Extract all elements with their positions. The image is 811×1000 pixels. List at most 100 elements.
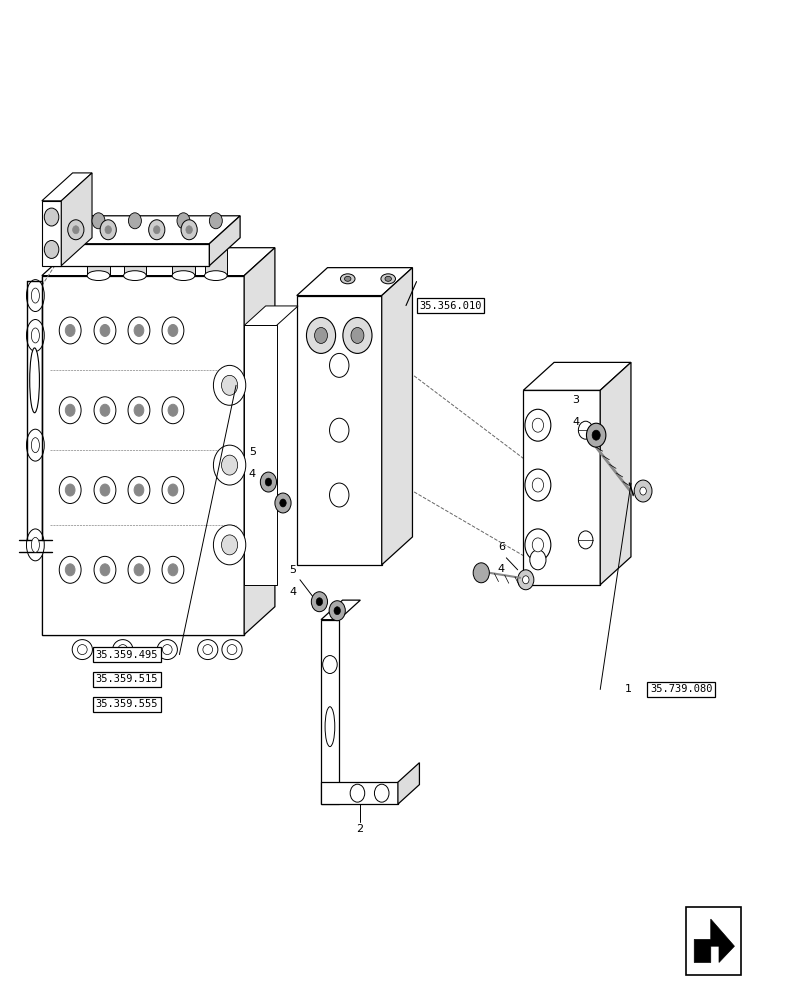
Polygon shape xyxy=(244,306,298,325)
Circle shape xyxy=(350,327,363,343)
Circle shape xyxy=(524,409,550,441)
Ellipse shape xyxy=(127,256,143,266)
Circle shape xyxy=(524,529,550,561)
Circle shape xyxy=(100,404,109,416)
Circle shape xyxy=(517,570,533,590)
Bar xyxy=(320,782,397,804)
Circle shape xyxy=(65,324,75,336)
Circle shape xyxy=(168,484,178,496)
Text: 2: 2 xyxy=(356,824,363,834)
Ellipse shape xyxy=(72,640,92,660)
Circle shape xyxy=(148,220,165,240)
Ellipse shape xyxy=(27,429,45,461)
Circle shape xyxy=(639,487,646,495)
Circle shape xyxy=(280,499,286,507)
Circle shape xyxy=(162,477,183,503)
Circle shape xyxy=(314,327,327,343)
Ellipse shape xyxy=(87,271,109,281)
Text: 3: 3 xyxy=(572,395,579,405)
Circle shape xyxy=(100,484,109,496)
Circle shape xyxy=(591,430,599,440)
Ellipse shape xyxy=(123,271,146,281)
Circle shape xyxy=(221,375,238,395)
Polygon shape xyxy=(42,248,275,276)
Circle shape xyxy=(329,483,349,507)
Circle shape xyxy=(59,317,81,344)
Ellipse shape xyxy=(30,348,40,413)
Circle shape xyxy=(329,353,349,377)
Circle shape xyxy=(65,564,75,576)
Ellipse shape xyxy=(221,640,242,660)
Circle shape xyxy=(94,477,116,503)
Circle shape xyxy=(522,576,528,584)
Circle shape xyxy=(577,421,592,439)
Circle shape xyxy=(531,418,543,432)
Ellipse shape xyxy=(27,529,45,561)
Circle shape xyxy=(94,317,116,344)
Ellipse shape xyxy=(157,640,177,660)
Circle shape xyxy=(306,318,335,353)
Ellipse shape xyxy=(197,640,217,660)
Circle shape xyxy=(577,531,592,549)
Circle shape xyxy=(65,484,75,496)
Circle shape xyxy=(333,607,340,615)
Circle shape xyxy=(213,525,246,565)
Circle shape xyxy=(128,213,141,229)
Bar xyxy=(244,325,277,585)
Text: 6: 6 xyxy=(497,542,504,552)
Ellipse shape xyxy=(172,271,195,281)
Text: 5: 5 xyxy=(289,565,296,575)
Circle shape xyxy=(162,397,183,424)
Circle shape xyxy=(105,226,111,234)
Text: 35.356.010: 35.356.010 xyxy=(418,301,481,311)
Bar xyxy=(87,221,109,276)
Polygon shape xyxy=(599,362,630,585)
Ellipse shape xyxy=(227,645,237,655)
Circle shape xyxy=(65,404,75,416)
Circle shape xyxy=(128,397,150,424)
Circle shape xyxy=(134,484,144,496)
Circle shape xyxy=(311,592,327,612)
Ellipse shape xyxy=(113,640,133,660)
Circle shape xyxy=(162,556,183,583)
Polygon shape xyxy=(209,216,240,266)
Text: 35.359.515: 35.359.515 xyxy=(96,675,158,685)
Text: 35.359.555: 35.359.555 xyxy=(96,699,158,709)
Circle shape xyxy=(531,478,543,492)
Bar xyxy=(42,201,61,266)
Ellipse shape xyxy=(27,280,45,312)
Ellipse shape xyxy=(384,276,391,281)
Bar xyxy=(523,390,599,585)
Circle shape xyxy=(529,550,545,570)
Text: 4: 4 xyxy=(289,587,296,597)
Ellipse shape xyxy=(77,645,87,655)
Circle shape xyxy=(168,324,178,336)
Circle shape xyxy=(213,365,246,405)
Circle shape xyxy=(45,208,58,226)
Ellipse shape xyxy=(32,288,40,303)
Ellipse shape xyxy=(87,216,109,226)
Circle shape xyxy=(59,556,81,583)
Circle shape xyxy=(265,478,272,486)
Text: 1: 1 xyxy=(624,684,631,694)
Circle shape xyxy=(586,423,605,447)
Circle shape xyxy=(186,226,192,234)
Circle shape xyxy=(209,213,222,229)
Circle shape xyxy=(92,213,105,229)
Circle shape xyxy=(322,656,337,674)
Bar xyxy=(685,907,740,975)
Circle shape xyxy=(221,535,238,555)
Ellipse shape xyxy=(203,645,212,655)
Ellipse shape xyxy=(32,438,40,453)
Ellipse shape xyxy=(118,645,127,655)
Circle shape xyxy=(168,404,178,416)
Polygon shape xyxy=(523,362,630,390)
Polygon shape xyxy=(397,763,419,804)
Ellipse shape xyxy=(204,271,227,281)
Circle shape xyxy=(94,397,116,424)
Text: 4: 4 xyxy=(248,469,255,479)
Ellipse shape xyxy=(380,274,395,284)
Circle shape xyxy=(315,598,322,606)
Circle shape xyxy=(59,397,81,424)
Ellipse shape xyxy=(204,216,227,226)
